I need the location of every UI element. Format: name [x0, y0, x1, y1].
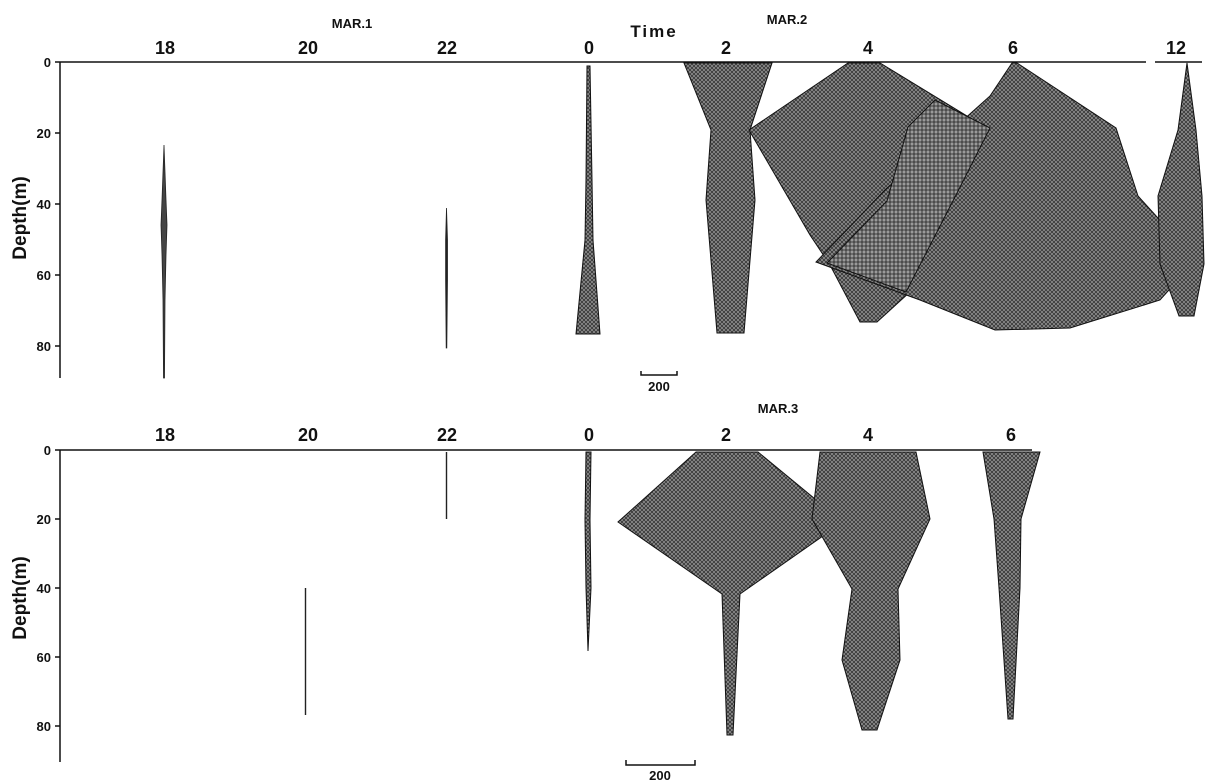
- time-tick-label: 22: [437, 38, 457, 58]
- scale-bar-line: [640, 371, 678, 376]
- time-tick-label: 2: [721, 425, 731, 445]
- scale-bar-line: [625, 760, 696, 766]
- profile-top-2: [683, 62, 773, 334]
- depth-tick-label: 20: [37, 512, 51, 527]
- profile-bottom-6: [982, 451, 1041, 720]
- depth-tick-label: 60: [37, 268, 51, 283]
- depth-tick-label: 60: [37, 650, 51, 665]
- profile-top-band: [826, 99, 991, 293]
- time-tick-label: 2: [721, 38, 731, 58]
- profile-bottom-2: [617, 451, 844, 736]
- time-axis-label: Time: [630, 22, 677, 41]
- profile-top-22: [445, 207, 448, 349]
- depth-tick-label: 40: [37, 197, 51, 212]
- top-scale-bar: 200: [640, 371, 678, 394]
- top-depth-ticks: 0 20 40 60 80: [37, 55, 60, 354]
- time-tick-label: 6: [1008, 38, 1018, 58]
- time-tick-label: 6: [1006, 425, 1016, 445]
- depth-tick-label: 20: [37, 126, 51, 141]
- depth-tick-label: 0: [44, 443, 51, 458]
- scale-bar-label: 200: [648, 379, 670, 394]
- depth-tick-label: 0: [44, 55, 51, 70]
- profile-top-12: [1157, 62, 1205, 317]
- date-label-mar1: MAR.1: [332, 16, 372, 31]
- bottom-profiles: [304, 451, 1041, 736]
- bottom-depth-ticks: 0 20 40 60 80: [37, 443, 60, 734]
- time-tick-label: 12: [1166, 38, 1186, 58]
- time-tick-label: 20: [298, 425, 318, 445]
- date-label-mar2: MAR.2: [767, 12, 807, 27]
- y-axis-title-top: Depth(m): [10, 176, 31, 259]
- time-tick-label: 4: [863, 425, 873, 445]
- time-tick-label: 0: [584, 38, 594, 58]
- top-time-ticks: 18 20 22 0 2 4 6 12: [155, 38, 1186, 58]
- time-tick-label: 20: [298, 38, 318, 58]
- scale-bar-label: 200: [649, 768, 671, 782]
- bottom-time-ticks: 18 20 22 0 2 4 6: [155, 425, 1016, 445]
- date-label-mar3: MAR.3: [758, 401, 798, 416]
- time-tick-label: 22: [437, 425, 457, 445]
- depth-tick-label: 80: [37, 339, 51, 354]
- time-tick-label: 18: [155, 38, 175, 58]
- time-tick-label: 18: [155, 425, 175, 445]
- depth-tick-label: 80: [37, 719, 51, 734]
- top-profiles: [160, 62, 1205, 379]
- profile-top-18: [160, 144, 168, 379]
- profile-bottom-4: [811, 451, 931, 731]
- y-axis-title-bottom: Depth(m): [10, 556, 31, 639]
- bottom-scale-bar: 200: [625, 760, 696, 782]
- depth-tick-label: 40: [37, 581, 51, 596]
- profile-bottom-0: [584, 451, 592, 652]
- time-tick-label: 4: [863, 38, 873, 58]
- profile-top-0: [575, 65, 601, 335]
- time-tick-label: 0: [584, 425, 594, 445]
